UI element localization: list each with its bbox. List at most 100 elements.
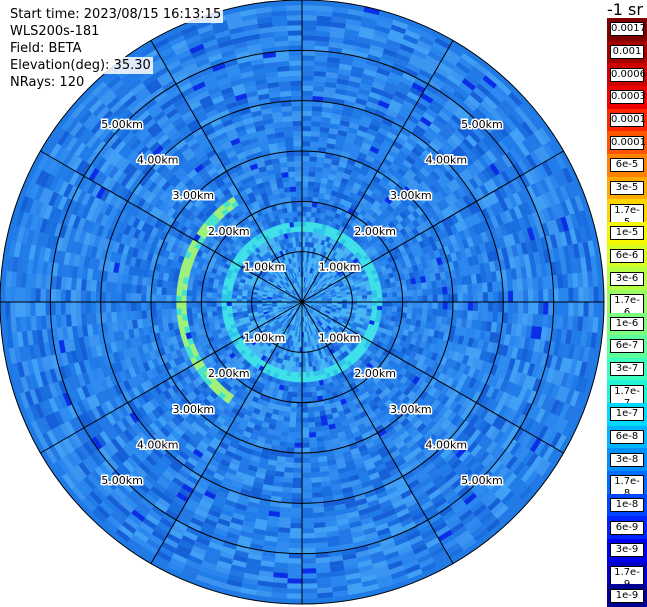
radar-cell	[284, 191, 292, 198]
radar-cell	[402, 301, 408, 308]
radar-cell	[305, 226, 311, 233]
radar-cell	[304, 346, 308, 353]
radar-cell	[307, 416, 315, 423]
radar-cell	[391, 286, 398, 293]
radar-cell	[120, 311, 127, 322]
radar-cell	[371, 293, 378, 299]
radar-cell	[191, 312, 198, 320]
radar-cell	[282, 416, 291, 423]
radar-cell	[462, 301, 469, 311]
radar-cell	[206, 311, 213, 318]
radar-cell	[289, 186, 297, 193]
radar-cell	[282, 181, 291, 188]
radar-cell	[309, 441, 318, 448]
radar-cell	[291, 105, 303, 112]
radar-cell	[135, 293, 142, 303]
radar-cell	[293, 226, 299, 233]
radar-cell	[441, 309, 448, 318]
radar-cell	[291, 206, 298, 213]
radar-cell	[502, 301, 509, 313]
radar-cell	[311, 391, 318, 398]
radar-cell	[292, 211, 298, 218]
nrays-label: NRays: 120	[10, 74, 87, 91]
radar-cell	[206, 306, 213, 313]
radar-cell	[212, 315, 219, 322]
radar-cell	[311, 105, 323, 112]
radar-cell	[170, 301, 177, 310]
radar-cell	[292, 472, 303, 479]
radar-cell	[289, 221, 295, 228]
radar-cell	[303, 341, 307, 348]
radar-cell	[301, 452, 311, 459]
radar-cell	[311, 206, 318, 213]
radar-cell	[115, 282, 122, 293]
radar-cell	[160, 294, 167, 303]
radar-cell	[416, 307, 423, 315]
radar-cell	[241, 304, 248, 309]
radar-cell	[120, 282, 127, 293]
radar-cell	[301, 407, 308, 413]
radar-cell	[286, 441, 295, 448]
radar-cell	[487, 291, 494, 303]
radar-cell	[431, 308, 438, 317]
radar-cell	[412, 295, 418, 303]
radar-cell	[309, 376, 315, 383]
radar-cell	[422, 301, 428, 309]
radar-cell	[125, 292, 132, 303]
radar-cell	[289, 181, 297, 188]
radar-cell	[301, 417, 309, 423]
radar-cell	[382, 297, 388, 303]
radar-cell	[311, 477, 322, 484]
radar-cell	[221, 305, 228, 311]
radar-cell	[294, 165, 303, 172]
radar-cell	[372, 301, 378, 307]
radar-cell	[457, 310, 464, 320]
radar-cell	[301, 437, 310, 444]
radar-cell	[226, 293, 233, 299]
radar-cell	[140, 284, 147, 294]
radar-cell	[487, 311, 494, 323]
radar-cell	[186, 289, 193, 297]
radar-cell	[386, 306, 393, 312]
radar-cell	[251, 304, 258, 308]
radar-cell	[296, 191, 303, 197]
radar-cell	[306, 211, 312, 218]
radar-cell	[386, 292, 393, 298]
radar-cell	[457, 284, 464, 294]
radar-cell	[170, 294, 177, 303]
radar-cell	[221, 309, 228, 315]
radar-cell	[313, 411, 321, 418]
radar-cell	[294, 432, 303, 439]
radar-cell	[462, 284, 469, 294]
radar-cell	[406, 312, 413, 320]
radar-cell	[301, 422, 309, 428]
radar-cell	[288, 421, 296, 428]
radar-cell	[308, 161, 317, 168]
radar-cell	[304, 351, 308, 358]
radar-cell	[206, 291, 213, 298]
radar-cell	[301, 432, 310, 439]
radar-cell	[291, 492, 303, 499]
radar-cell	[290, 191, 297, 198]
radar-cell	[292, 482, 303, 489]
radar-cell	[301, 392, 308, 398]
radar-cell	[301, 507, 314, 514]
radar-cell	[284, 462, 294, 469]
radar-cell	[442, 301, 449, 310]
radar-cell	[145, 301, 152, 311]
radar-cell	[392, 301, 398, 308]
radar-cell	[301, 135, 311, 142]
radar-cell	[482, 311, 489, 322]
radar-cell	[492, 311, 499, 323]
radar-cell	[110, 301, 117, 313]
radar-cell	[301, 462, 311, 469]
radar-cell	[387, 301, 393, 307]
radar-cell	[286, 391, 293, 398]
radar-cell	[301, 211, 307, 217]
radar-cell	[341, 297, 348, 301]
radar-cell	[282, 176, 290, 183]
radar-cell	[281, 492, 293, 499]
radar-cell	[421, 308, 428, 316]
radar-cell	[296, 206, 303, 212]
radar-cell	[301, 140, 311, 147]
